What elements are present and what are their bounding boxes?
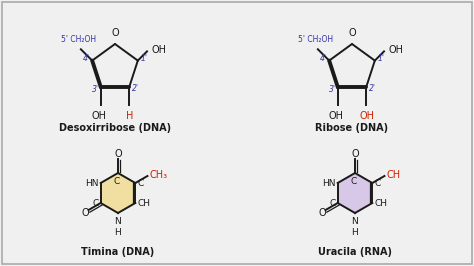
Text: H: H (127, 111, 134, 121)
Text: CH₃: CH₃ (149, 170, 168, 180)
Text: Ribose (DNA): Ribose (DNA) (315, 123, 389, 133)
Text: 2': 2' (132, 84, 139, 93)
Polygon shape (100, 173, 135, 213)
Text: OH: OH (151, 45, 166, 55)
Text: Timina (DNA): Timina (DNA) (82, 247, 155, 257)
Text: C: C (114, 177, 120, 186)
Text: OH: OH (360, 111, 374, 121)
Text: 2': 2' (369, 84, 376, 93)
Text: 3': 3' (329, 85, 336, 94)
Text: 1': 1' (141, 54, 148, 63)
Text: C: C (137, 178, 144, 188)
Text: C: C (329, 198, 336, 207)
Text: O: O (114, 149, 122, 159)
Text: CH: CH (137, 198, 150, 207)
Text: O: O (348, 28, 356, 38)
Text: Desoxirribose (DNA): Desoxirribose (DNA) (59, 123, 171, 133)
Text: O: O (111, 28, 119, 38)
Text: H: H (352, 228, 358, 237)
Text: OH: OH (388, 45, 403, 55)
Text: H: H (115, 228, 121, 237)
Text: N: N (115, 217, 121, 226)
Text: HN: HN (85, 178, 99, 188)
Text: O: O (319, 208, 327, 218)
Text: 5' CH₂OH: 5' CH₂OH (61, 35, 96, 44)
Text: Uracila (RNA): Uracila (RNA) (318, 247, 392, 257)
Text: O: O (351, 149, 359, 159)
Text: 3': 3' (92, 85, 99, 94)
Text: 1': 1' (378, 54, 385, 63)
Text: 4': 4' (83, 54, 90, 63)
Text: 4': 4' (320, 54, 327, 63)
Text: C: C (351, 177, 357, 186)
Text: 5' CH₂OH: 5' CH₂OH (298, 35, 333, 44)
Polygon shape (337, 173, 372, 213)
Text: OH: OH (91, 111, 106, 121)
Text: OH: OH (328, 111, 343, 121)
Text: CH: CH (374, 198, 387, 207)
Text: C: C (374, 178, 381, 188)
Text: O: O (82, 208, 90, 218)
Text: HN: HN (322, 178, 336, 188)
Text: N: N (352, 217, 358, 226)
Text: C: C (92, 198, 99, 207)
Text: CH: CH (386, 170, 401, 180)
